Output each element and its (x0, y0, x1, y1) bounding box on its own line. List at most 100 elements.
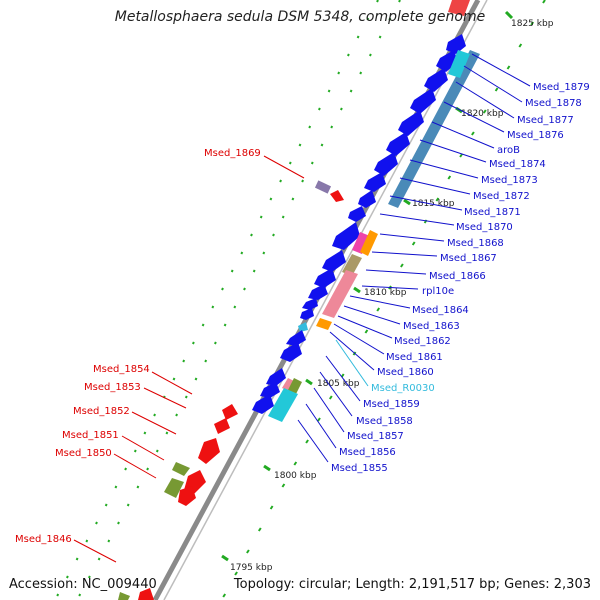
gene-labels-left: Msed_1869 Msed_1854 Msed_1853 Msed_1852 … (15, 148, 305, 563)
track-dot (269, 505, 274, 510)
gene-msed-1872[interactable] (364, 172, 386, 192)
gene-label[interactable]: Msed_1850 (55, 448, 112, 459)
track-dot (308, 125, 312, 129)
gene-label[interactable]: Msed_1855 (331, 463, 388, 474)
gene-label[interactable]: Msed_1856 (339, 447, 396, 458)
track-dot (136, 485, 140, 489)
track-dot (318, 107, 321, 111)
gene-top-red[interactable] (448, 0, 470, 16)
gene-msed-1859[interactable] (260, 382, 280, 398)
genome-summary-text: Topology: circular; Length: 2,191,517 bp… (233, 577, 591, 592)
feature-bar-teal[interactable] (388, 50, 480, 208)
gene-msed-1854[interactable] (222, 404, 238, 420)
gene-label[interactable]: Msed_1864 (412, 305, 469, 316)
gene-label[interactable]: Msed_1858 (356, 416, 413, 427)
gene-msed-r0030[interactable] (298, 322, 308, 332)
leader-line (399, 177, 471, 195)
gene-label[interactable]: Msed_1853 (84, 382, 141, 393)
gene-msed-1877[interactable] (424, 68, 448, 92)
gene-label[interactable]: Msed_1868 (447, 238, 504, 249)
gene-msed-1868[interactable] (332, 222, 360, 250)
gene-rpl10e[interactable] (308, 284, 328, 300)
feature-bar-orange[interactable] (360, 230, 378, 256)
track-dot (175, 413, 178, 417)
track-dot (259, 215, 263, 219)
gene-label[interactable]: Msed_1866 (429, 271, 486, 282)
gene-label-rna[interactable]: Msed_R0030 (371, 383, 435, 394)
gene-msed-1873[interactable] (374, 152, 398, 176)
gene-label[interactable]: Msed_1852 (73, 406, 130, 417)
gene-label[interactable]: Msed_1879 (533, 82, 590, 93)
track-dot (172, 377, 176, 381)
dotted-tracks (56, 0, 546, 598)
gene-label[interactable]: Msed_1859 (363, 399, 420, 410)
gene-msed-1864[interactable] (302, 298, 318, 310)
gene-label[interactable]: Msed_1863 (403, 321, 460, 332)
gene-label[interactable]: Msed_1867 (440, 253, 497, 264)
gene-labels-right: Msed_1879 Msed_1878 Msed_1877 Msed_1876 … (297, 53, 590, 474)
gene-label[interactable]: aroB (497, 145, 520, 156)
gene-label[interactable]: Msed_1851 (62, 430, 119, 441)
gene-label[interactable]: Msed_1854 (93, 364, 150, 375)
leader-line (343, 305, 401, 325)
gene-label[interactable]: rpl10e (422, 286, 454, 297)
leader-line (319, 371, 353, 417)
gene-label[interactable]: Msed_1873 (481, 175, 538, 186)
track-dot (459, 153, 463, 158)
gene-msed-1858[interactable] (252, 394, 274, 414)
gene-msed-1862[interactable] (286, 330, 306, 346)
gene-arob[interactable] (398, 110, 424, 136)
gene-label[interactable]: Msed_1871 (464, 207, 521, 218)
gene-label[interactable]: Msed_1877 (517, 115, 574, 126)
feature-bar-orange-2[interactable] (316, 318, 332, 330)
track-dot (230, 269, 234, 273)
gene-msed-1871[interactable] (358, 190, 376, 208)
gene-label[interactable]: Msed_1861 (386, 352, 443, 363)
gene-label[interactable]: Msed_1876 (507, 130, 564, 141)
feature-bar-magenta[interactable] (352, 232, 370, 254)
feature-bar-green-3[interactable] (118, 592, 130, 600)
map-title: Metallosphaera sedula DSM 5348, complete… (114, 9, 486, 25)
scale-label: 1800 kbp (274, 471, 317, 481)
feature-bar-cyan[interactable] (448, 50, 470, 78)
gene-label[interactable]: Msed_1862 (394, 336, 451, 347)
feature-bar-olive-2[interactable] (172, 462, 190, 476)
gene-msed-1863[interactable] (300, 308, 314, 320)
track-dot (310, 161, 314, 165)
gene-label[interactable]: Msed_1860 (377, 367, 434, 378)
gene-label[interactable]: Msed_1878 (525, 98, 582, 109)
scale-marks: 1825 kbp 1820 kbp 1815 kbp 1810 kbp 1805… (221, 10, 554, 573)
track-dot (155, 449, 159, 453)
leader-line (361, 285, 419, 290)
gene-msed-1846[interactable] (138, 588, 154, 600)
gene-msed-1861[interactable] (280, 342, 302, 362)
feature-bar-cyan-2[interactable] (268, 388, 298, 422)
scale-tick (504, 10, 514, 20)
gene-label[interactable]: Msed_1869 (204, 148, 261, 159)
track-dot (146, 467, 149, 471)
feature-bar-green-2[interactable] (164, 478, 184, 498)
gene-label[interactable]: Msed_1846 (15, 534, 72, 545)
leader-line (431, 121, 495, 149)
track-dot (327, 89, 331, 93)
track-dot (88, 575, 91, 579)
gene-msed-1867[interactable] (322, 250, 346, 272)
gene-msed-1852[interactable] (198, 438, 220, 464)
gene-label[interactable]: Msed_1874 (489, 159, 546, 170)
gene-msed-1860[interactable] (266, 368, 286, 386)
track-dot (117, 521, 120, 525)
gene-msed-1853[interactable] (214, 418, 230, 434)
gene-msed-1869[interactable] (330, 190, 344, 202)
gene-label[interactable]: Msed_1870 (456, 222, 513, 233)
gene-msed-1870[interactable] (348, 206, 366, 222)
gene-msed-1850[interactable] (178, 486, 196, 506)
feature-bar-pink[interactable] (322, 270, 358, 318)
gene-msed-1879[interactable] (446, 34, 466, 54)
feature-bar-green[interactable] (288, 378, 302, 394)
gene-label[interactable]: Msed_1872 (473, 191, 530, 202)
track-dot (243, 287, 246, 291)
gene-msed-1876[interactable] (410, 88, 436, 114)
gene-label[interactable]: Msed_1857 (347, 431, 404, 442)
gene-msed-1866[interactable] (314, 268, 336, 288)
gene-msed-1874[interactable] (386, 132, 410, 156)
